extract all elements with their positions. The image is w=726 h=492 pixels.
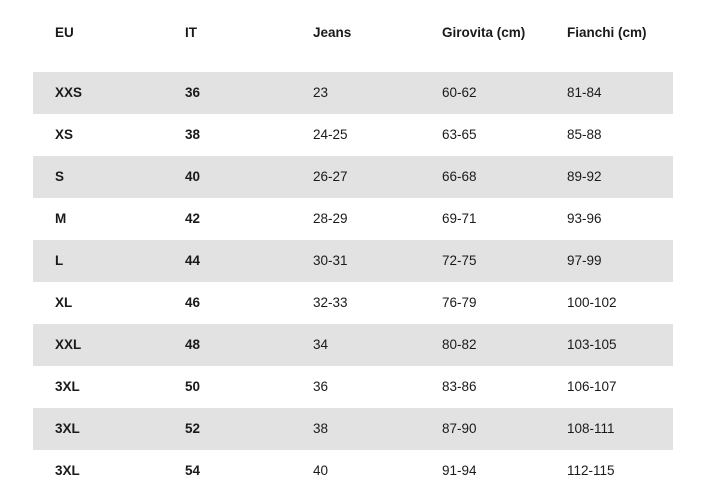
- cell-girovita: 83-86: [442, 379, 477, 394]
- cell-fianchi: 108-111: [567, 421, 615, 436]
- table-body: XXS 36 23 60-62 81-84 XS 38 24-25 63-65 85-88 S 40 2…: [33, 72, 673, 492]
- cell-girovita: 76-79: [442, 295, 477, 310]
- cell-it: 50: [185, 379, 201, 394]
- cell-it: 38: [185, 127, 201, 142]
- table-row: XXS 36 23 60-62 81-84: [33, 72, 673, 114]
- cell-jeans: 34: [313, 337, 329, 352]
- table-row: 3XL 52 38 87-90 108-111: [33, 408, 673, 450]
- cell-fianchi: 93-96: [567, 211, 602, 226]
- table-row: XL 46 32-33 76-79 100-102: [33, 282, 673, 324]
- table-row: L 44 30-31 72-75 97-99: [33, 240, 673, 282]
- cell-eu: 3XL: [55, 463, 80, 478]
- cell-jeans: 23: [313, 85, 329, 100]
- cell-eu: XXS: [55, 85, 83, 100]
- cell-it: 42: [185, 211, 201, 226]
- cell-fianchi: 112-115: [567, 463, 615, 478]
- cell-jeans: 30-31: [313, 253, 348, 268]
- table-row: 3XL 54 40 91-94 112-115: [33, 450, 673, 492]
- cell-fianchi: 97-99: [567, 253, 602, 268]
- cell-eu: 3XL: [55, 379, 80, 394]
- table-header-row: EU IT Jeans Girovita (cm) Fianchi (cm): [33, 0, 673, 72]
- column-header-it: IT: [163, 0, 291, 72]
- cell-jeans: 36: [313, 379, 329, 394]
- cell-fianchi: 100-102: [567, 295, 617, 310]
- cell-it: 48: [185, 337, 201, 352]
- table-row: S 40 26-27 66-68 89-92: [33, 156, 673, 198]
- cell-fianchi: 106-107: [567, 379, 617, 394]
- table-header: EU IT Jeans Girovita (cm) Fianchi (cm): [33, 0, 673, 72]
- cell-jeans: 38: [313, 421, 329, 436]
- cell-fianchi: 85-88: [567, 127, 602, 142]
- column-header-eu: EU: [33, 0, 163, 72]
- cell-jeans: 26-27: [313, 169, 348, 184]
- cell-eu: L: [55, 253, 64, 268]
- cell-fianchi: 103-105: [567, 337, 617, 352]
- cell-eu: XS: [55, 127, 74, 142]
- cell-fianchi: 89-92: [567, 169, 602, 184]
- cell-it: 36: [185, 85, 201, 100]
- cell-eu: XXL: [55, 337, 82, 352]
- cell-girovita: 91-94: [442, 463, 477, 478]
- cell-eu: XL: [55, 295, 73, 310]
- size-conversion-table: EU IT Jeans Girovita (cm) Fianchi (cm) X…: [33, 0, 673, 492]
- cell-it: 46: [185, 295, 201, 310]
- cell-jeans: 32-33: [313, 295, 348, 310]
- cell-girovita: 60-62: [442, 85, 477, 100]
- cell-it: 52: [185, 421, 201, 436]
- cell-girovita: 63-65: [442, 127, 477, 142]
- cell-it: 44: [185, 253, 201, 268]
- table-row: M 42 28-29 69-71 93-96: [33, 198, 673, 240]
- cell-eu: M: [55, 211, 67, 226]
- cell-it: 54: [185, 463, 201, 478]
- cell-jeans: 40: [313, 463, 329, 478]
- cell-it: 40: [185, 169, 201, 184]
- cell-fianchi: 81-84: [567, 85, 602, 100]
- column-header-jeans: Jeans: [291, 0, 420, 72]
- cell-jeans: 24-25: [313, 127, 348, 142]
- table-row: XXL 48 34 80-82 103-105: [33, 324, 673, 366]
- cell-girovita: 66-68: [442, 169, 477, 184]
- cell-jeans: 28-29: [313, 211, 348, 226]
- cell-eu: 3XL: [55, 421, 80, 436]
- column-header-girovita: Girovita (cm): [420, 0, 545, 72]
- cell-girovita: 87-90: [442, 421, 477, 436]
- cell-eu: S: [55, 169, 65, 184]
- cell-girovita: 69-71: [442, 211, 477, 226]
- cell-girovita: 72-75: [442, 253, 477, 268]
- table-row: XS 38 24-25 63-65 85-88: [33, 114, 673, 156]
- column-header-fianchi: Fianchi (cm): [545, 0, 673, 72]
- table-row: 3XL 50 36 83-86 106-107: [33, 366, 673, 408]
- cell-girovita: 80-82: [442, 337, 477, 352]
